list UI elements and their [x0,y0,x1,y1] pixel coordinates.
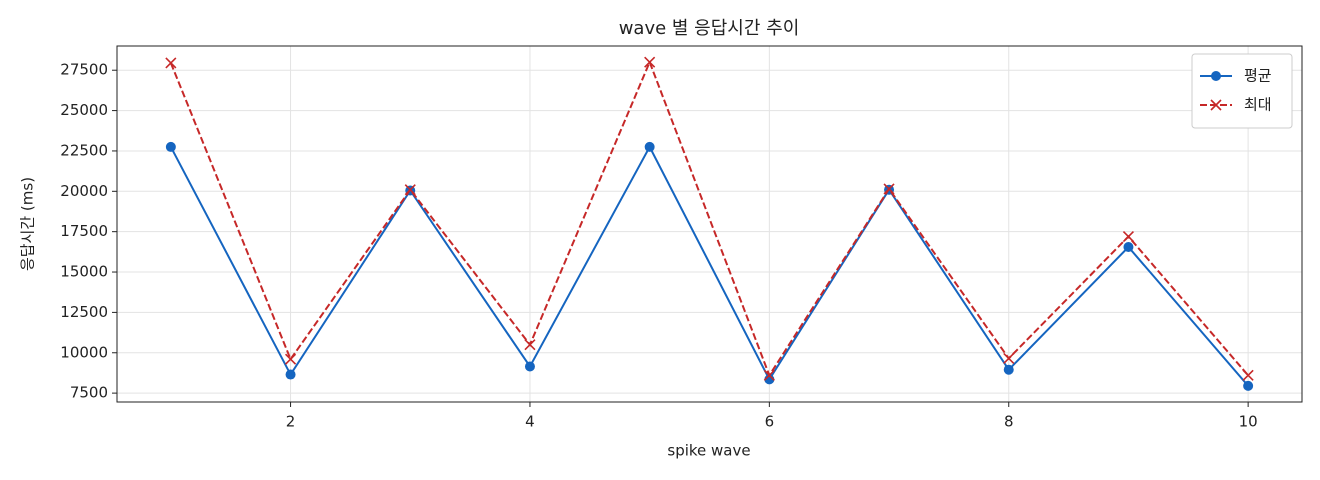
marker-stroke [883,183,895,195]
x-tick-label: 4 [525,413,535,431]
marker-stroke [284,353,297,365]
marker [1211,71,1221,81]
legend-frame [1191,53,1293,129]
y-tick-label: 22500 [60,141,108,159]
marker [1122,230,1135,243]
marker [644,56,656,68]
legend-label: 평균 [1244,67,1272,85]
x-tick-label: 10 [1239,413,1258,431]
marker-stroke [644,56,656,68]
marker-stroke [165,57,177,69]
marker [284,353,297,365]
marker [644,141,655,152]
y-tick-label: 20000 [60,182,108,200]
marker [1243,380,1254,391]
marker-stroke [404,184,416,196]
marker [1003,352,1015,364]
y-tick-label: 27500 [60,61,108,79]
chart-title: wave 별 응답시간 추이 [619,18,800,39]
marker [165,141,176,152]
marker-stroke [1122,230,1135,243]
legend-label: 최대 [1244,96,1272,114]
y-tick-label: 10000 [60,343,108,361]
marker [404,184,416,196]
marker-stroke [1242,369,1254,381]
x-tick-label: 2 [286,413,296,431]
y-tick-label: 12500 [60,303,108,321]
marker-stroke [763,369,775,381]
marker [1003,364,1014,375]
marker-stroke [524,339,536,351]
marker [1242,369,1254,381]
y-tick-label: 17500 [60,222,108,240]
y-tick-label: 7500 [70,384,108,402]
marker [883,183,895,195]
x-tick-label: 6 [765,413,775,431]
marker [285,369,296,380]
x-axis-label: spike wave [667,442,750,460]
marker [1123,242,1134,253]
y-tick-label: 25000 [60,101,108,119]
marker [524,339,536,351]
y-tick-label: 15000 [60,263,108,281]
marker-stroke [1003,352,1015,364]
marker [763,369,775,381]
marker [165,57,177,69]
marker [524,361,535,372]
series-line [169,59,1249,378]
marker [1210,99,1222,111]
marker-stroke [1210,99,1222,111]
series-line [169,144,1249,387]
x-tick-label: 8 [1004,413,1014,431]
plot-frame [116,45,1303,403]
y-axis-label: 응답시간 (ms) [19,177,37,271]
